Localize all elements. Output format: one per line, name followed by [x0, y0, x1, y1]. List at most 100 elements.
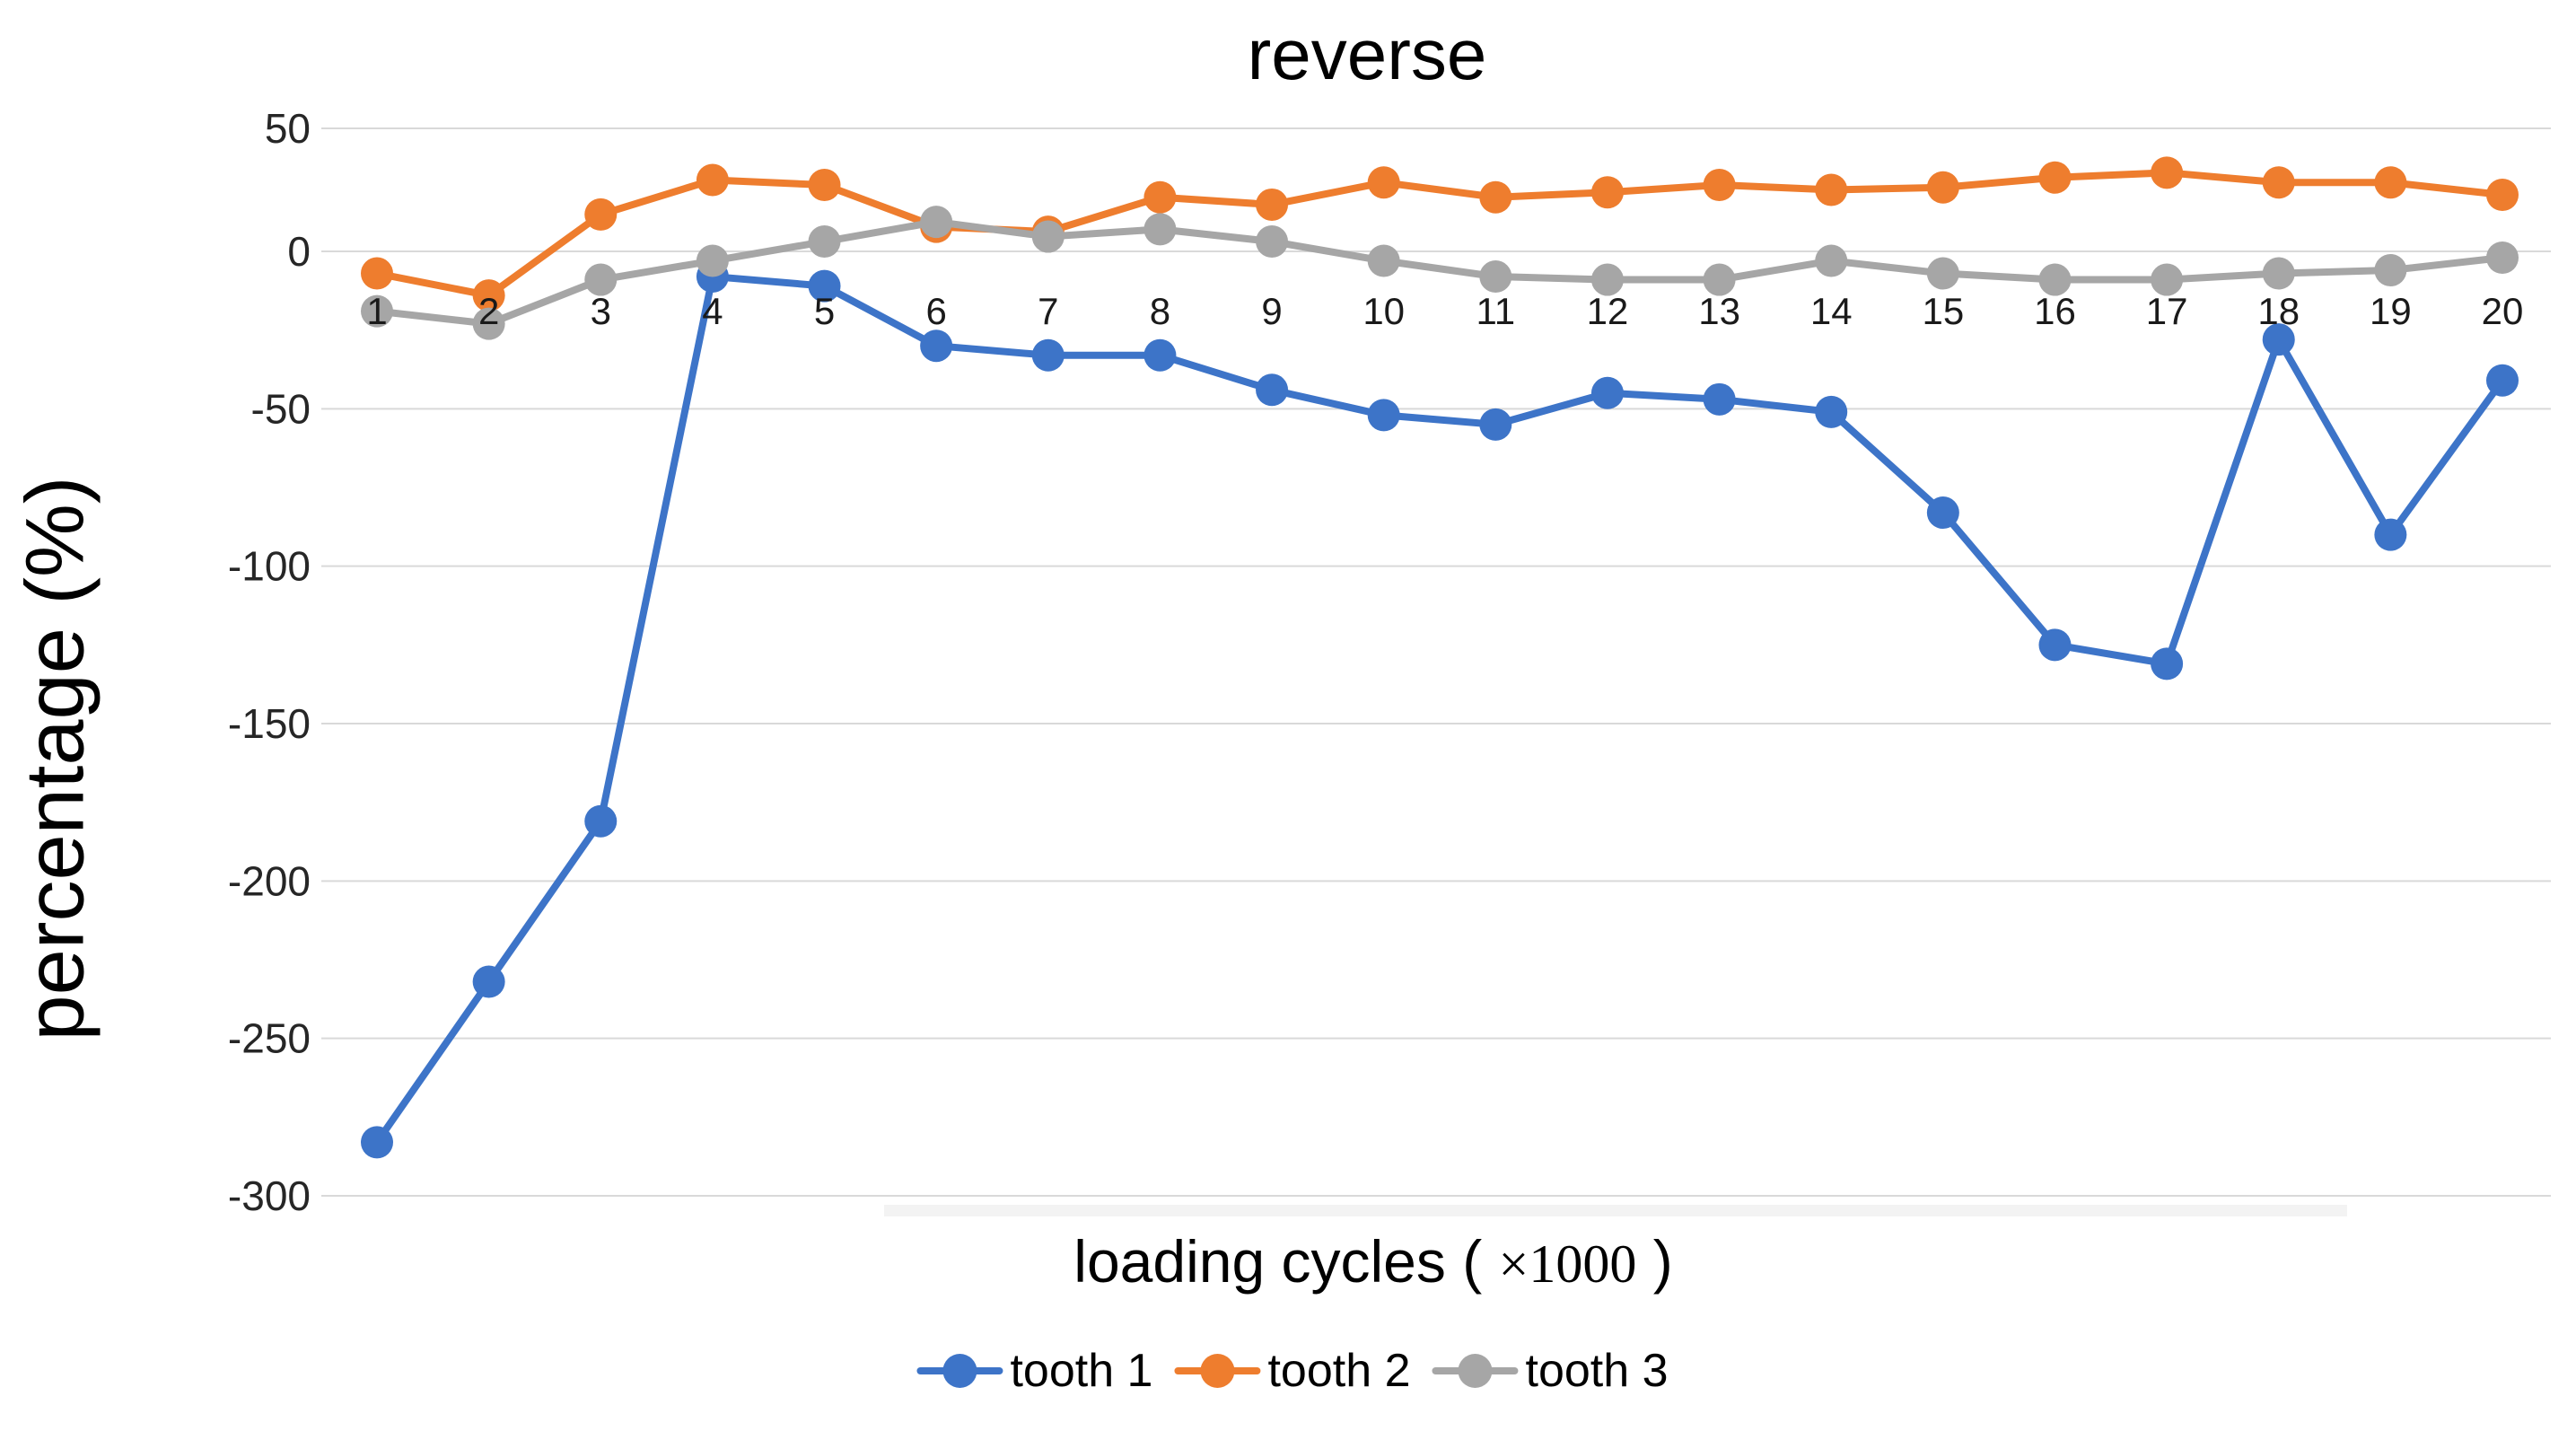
y-tick-label: 50 — [265, 105, 311, 152]
data-point-marker — [1143, 180, 1177, 214]
x-axis-title-close: ) — [1636, 1228, 1673, 1295]
x-axis-title: loading cycles ( ×1000 ) — [1073, 1227, 1672, 1295]
x-category-label: 10 — [1362, 290, 1405, 332]
data-point-marker — [1926, 496, 1959, 530]
x-category-label: 3 — [591, 290, 611, 332]
legend-marker-icon — [1200, 1354, 1235, 1388]
data-point-marker — [2038, 628, 2072, 662]
data-point-marker — [1703, 263, 1736, 296]
data-point-marker — [361, 1126, 393, 1159]
x-category-label: 13 — [1698, 290, 1740, 332]
data-point-marker — [361, 257, 393, 290]
data-point-marker — [1479, 260, 1512, 294]
legend-marker-icon — [1458, 1354, 1493, 1388]
y-tick-label: -50 — [251, 385, 311, 432]
data-point-marker — [1703, 382, 1736, 416]
data-point-marker — [2038, 161, 2072, 194]
data-point-marker — [1815, 244, 1848, 277]
data-point-marker — [2486, 178, 2519, 211]
data-point-marker — [472, 965, 505, 998]
y-tick-label: -150 — [228, 700, 311, 747]
data-point-marker — [2262, 323, 2295, 356]
data-point-marker — [1143, 213, 1177, 246]
legend-label: tooth 3 — [1525, 1345, 1669, 1397]
x-category-label: 15 — [1922, 290, 1964, 332]
data-point-marker — [696, 163, 729, 197]
legend-line-swatch-tooth-1 — [916, 1354, 1003, 1388]
data-point-marker — [1590, 176, 1624, 209]
y-tick-label: -200 — [228, 857, 311, 904]
x-axis-title-text: loading cycles ( — [1073, 1228, 1499, 1295]
data-point-marker — [1479, 408, 1512, 441]
data-point-marker — [1815, 173, 1848, 206]
data-point-marker — [361, 294, 393, 328]
legend-line-swatch-tooth-3 — [1432, 1354, 1519, 1388]
x-category-label: 16 — [2034, 290, 2076, 332]
legend-entry-tooth-2: tooth 2 — [1174, 1344, 1411, 1398]
x-category-label: 18 — [2257, 290, 2300, 332]
data-point-marker — [2486, 241, 2519, 275]
data-point-marker — [2151, 263, 2184, 296]
data-point-marker — [1590, 376, 1624, 409]
y-tick-label: 0 — [287, 228, 311, 275]
x-category-label: 12 — [1587, 290, 1629, 332]
legend-line-swatch-tooth-2 — [1174, 1354, 1261, 1388]
data-point-marker — [1256, 373, 1289, 407]
data-point-marker — [1590, 263, 1624, 296]
data-point-marker — [584, 263, 618, 296]
legend-marker-icon — [942, 1354, 977, 1388]
data-point-marker — [1926, 257, 1959, 290]
x-category-label: 1 — [366, 290, 387, 332]
x-category-label: 2 — [478, 290, 499, 332]
x-category-label: 7 — [1038, 290, 1058, 332]
data-point-marker — [472, 307, 505, 340]
data-point-marker — [1815, 395, 1848, 428]
y-tick-label: -100 — [228, 543, 311, 590]
y-tick-label: -250 — [228, 1015, 311, 1062]
data-point-marker — [920, 206, 953, 239]
data-point-marker — [1367, 399, 1400, 432]
chart-title: reverse — [1247, 14, 1487, 94]
data-point-marker — [2374, 518, 2407, 551]
data-point-marker — [584, 804, 618, 838]
x-category-label: 9 — [1261, 290, 1282, 332]
data-point-marker — [2374, 166, 2407, 199]
x-category-label: 11 — [1476, 290, 1516, 332]
legend-entry-tooth-1: tooth 1 — [916, 1344, 1152, 1398]
data-point-marker — [1367, 166, 1400, 199]
data-point-marker — [2262, 166, 2295, 199]
x-category-label: 20 — [2482, 290, 2524, 332]
data-point-marker — [2262, 257, 2295, 290]
data-point-marker — [1031, 338, 1065, 372]
data-point-marker — [1479, 180, 1512, 214]
data-point-marker — [1367, 244, 1400, 277]
data-point-marker — [2151, 156, 2184, 189]
data-point-marker — [808, 225, 841, 259]
data-point-marker — [2038, 263, 2072, 296]
data-point-marker — [584, 198, 618, 231]
data-point-marker — [2151, 647, 2184, 680]
series-line-1 — [373, 273, 2506, 1146]
data-point-marker — [2374, 254, 2407, 287]
data-point-marker — [696, 244, 729, 277]
data-point-marker — [920, 329, 953, 363]
data-point-marker — [472, 279, 505, 312]
legend-label: tooth 2 — [1267, 1345, 1411, 1397]
x-axis-title-multiplier: ×1000 — [1498, 1234, 1637, 1294]
data-point-marker — [1031, 220, 1065, 253]
series-line-3 — [373, 218, 2506, 328]
data-point-marker — [1926, 171, 1959, 204]
data-point-marker — [1256, 188, 1289, 221]
legend: tooth 1 tooth 2 tooth 3 — [916, 1344, 1669, 1398]
data-point-marker — [808, 269, 841, 303]
x-category-label: 6 — [925, 290, 946, 332]
screenshot-artifact-band — [884, 1205, 2347, 1216]
x-category-label: 5 — [814, 290, 835, 332]
legend-label: tooth 1 — [1010, 1345, 1153, 1397]
x-category-label: 8 — [1150, 290, 1170, 332]
x-category-label: 14 — [1810, 290, 1853, 332]
data-point-marker — [1703, 169, 1736, 202]
x-category-label: 4 — [702, 290, 723, 332]
data-point-marker — [1256, 225, 1289, 259]
